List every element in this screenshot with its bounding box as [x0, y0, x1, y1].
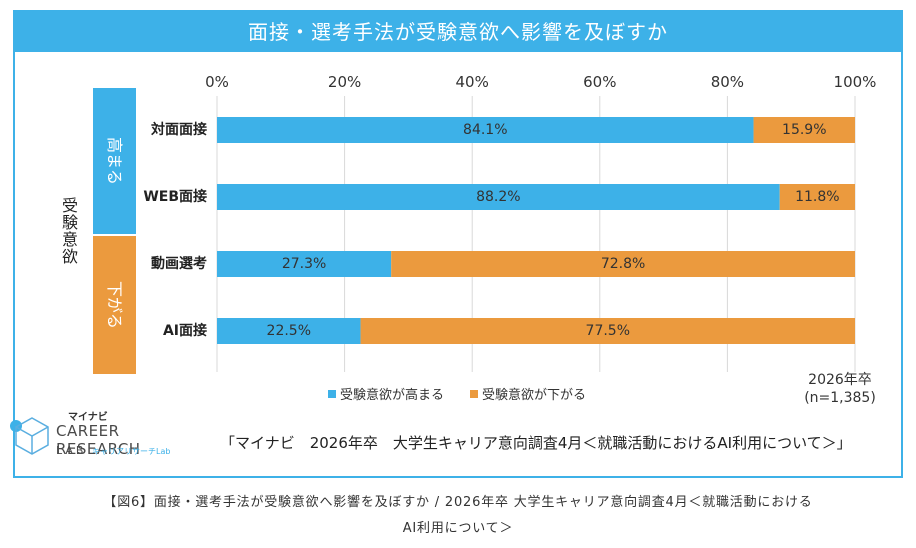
source-text: 「マイナビ 2026年卒 大学生キャリア意向調査4月＜就職活動におけるAI利用に… [220, 434, 852, 452]
bar-segment [217, 251, 392, 277]
bar-segment [217, 117, 754, 143]
data-label: 77.5% [586, 323, 630, 339]
brand-logo: マイナビ CAREER RESEARCH LAB キャリアリサーチLab [6, 408, 206, 464]
x-tick-label: 60% [583, 73, 616, 91]
x-tick-label: 0% [205, 73, 229, 91]
data-label: 27.3% [282, 256, 326, 272]
x-tick-label: 40% [456, 73, 489, 91]
category-label: WEB面接 [143, 188, 207, 205]
category-label: 動画選考 [151, 255, 207, 272]
y-axis-title-char: 験 [62, 213, 78, 232]
group-label: 高まる [105, 137, 124, 185]
bar-segment [217, 318, 361, 344]
data-label: 11.8% [795, 189, 839, 205]
x-tick-label: 20% [328, 73, 361, 91]
figure-caption: 【図6】面接・選考手法が受験意欲へ影響を及ぼすか / 2026年卒 大学生キャリ… [0, 490, 916, 542]
group-box [93, 236, 136, 374]
brand-maker: マイナビ [68, 412, 108, 423]
bar-segment [779, 184, 855, 210]
y-axis-title-char: 欲 [62, 247, 78, 266]
chart-title: 面接・選考手法が受験意欲へ影響を及ぼすか [15, 12, 901, 52]
caption-line-2: AI利用について＞ [402, 521, 514, 536]
brand-name-line1: CAREER RESEARCH [56, 422, 141, 458]
data-label: 15.9% [782, 122, 826, 138]
legend-label: 受験意欲が下がる [482, 387, 586, 403]
group-label: 下がる [105, 281, 124, 329]
data-label: 72.8% [601, 256, 645, 272]
y-axis-title-char: 意 [62, 230, 78, 249]
brand-name-kana: キャリアリサーチLab [92, 447, 171, 456]
legend-swatch [470, 390, 478, 398]
data-label: 84.1% [463, 122, 507, 138]
x-tick-label: 80% [711, 73, 744, 91]
sample-note-year: 2026年卒 [808, 372, 872, 388]
bar-segment [391, 251, 855, 277]
chart-frame: 面接・選考手法が受験意欲へ影響を及ぼすか [13, 10, 903, 478]
bar-segment [217, 184, 780, 210]
group-box [93, 88, 136, 234]
category-label: AI面接 [163, 322, 207, 339]
data-label: 22.5% [267, 323, 311, 339]
y-axis-title-char: 受 [62, 196, 78, 215]
brand-cube-icon [10, 417, 49, 455]
bar-segment [360, 318, 855, 344]
caption-line-1: 【図6】面接・選考手法が受験意欲へ影響を及ぼすか / 2026年卒 大学生キャリ… [103, 495, 813, 510]
x-tick-label: 100% [834, 73, 877, 91]
data-label: 88.2% [476, 189, 520, 205]
legend-swatch [328, 390, 336, 398]
sample-note-n: (n=1,385) [804, 390, 876, 406]
bar-segment [753, 117, 855, 143]
legend-label: 受験意欲が高まる [340, 387, 444, 403]
brand-name-line2: LAB [56, 444, 87, 457]
category-label: 対面面接 [150, 121, 207, 138]
